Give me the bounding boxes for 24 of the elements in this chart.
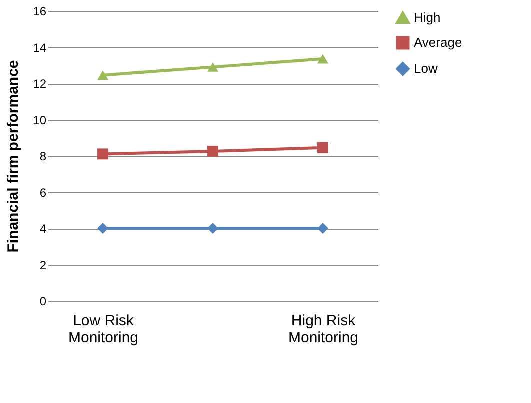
- legend-label: High: [414, 10, 441, 25]
- y-tick-label: 2: [40, 258, 47, 272]
- legend-label: Average: [414, 35, 462, 50]
- point: [208, 223, 218, 234]
- point: [208, 62, 218, 72]
- y-tick-label: 8: [40, 150, 47, 164]
- point: [98, 70, 108, 80]
- point: [318, 142, 328, 154]
- y-tick-label: 12: [33, 77, 47, 91]
- y-tick-label: 16: [33, 4, 47, 18]
- point: [98, 148, 108, 160]
- y-axis-title: Financial firm performance: [5, 60, 22, 253]
- legend-label: Low: [414, 61, 438, 76]
- y-tick-label: 4: [40, 222, 47, 236]
- y-tick-label: 6: [40, 186, 47, 200]
- y-tick-label: 10: [33, 113, 47, 128]
- x-tick-label: High Risk Monitoring: [288, 312, 359, 346]
- y-tick-label: 0: [40, 294, 47, 308]
- point: [98, 223, 108, 234]
- point: [318, 54, 328, 64]
- point: [208, 146, 218, 157]
- y-tick-label: 14: [33, 40, 47, 55]
- point: [318, 223, 328, 234]
- x-tick-label: Low Risk Monitoring: [68, 312, 139, 346]
